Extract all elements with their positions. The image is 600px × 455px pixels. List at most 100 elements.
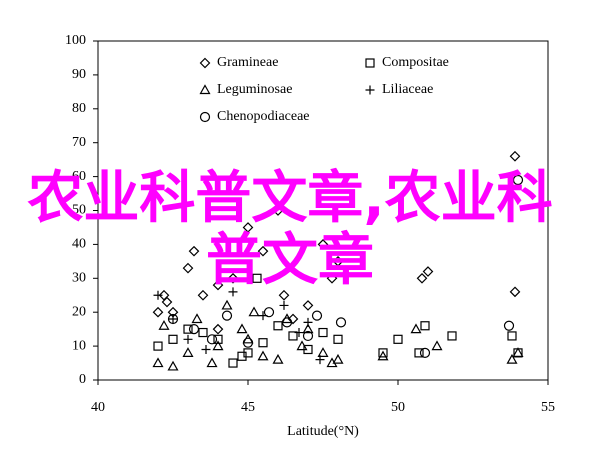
y-tick-label: 50 (72, 203, 86, 218)
marker-square (252, 273, 262, 283)
marker-circle (199, 111, 211, 123)
marker-diamond (278, 289, 290, 301)
marker-triangle (257, 350, 269, 361)
marker-square (273, 321, 283, 331)
marker-square (365, 58, 375, 68)
marker-plus (153, 290, 163, 300)
marker-square (288, 331, 298, 341)
marker-circle (311, 310, 323, 321)
marker-diamond (188, 245, 200, 257)
marker-plus (228, 287, 238, 297)
marker-diamond (152, 306, 164, 318)
marker-triangle (152, 357, 164, 368)
overlay-text: 农业科普文章,农业科普文章 (27, 166, 553, 293)
marker-diamond (416, 272, 428, 284)
marker-square (414, 348, 424, 358)
y-tick-label: 0 (79, 372, 86, 387)
marker-square (258, 338, 268, 348)
marker-triangle (272, 353, 284, 364)
marker-plus (279, 300, 289, 310)
marker-circle (167, 313, 179, 325)
marker-triangle (431, 340, 443, 351)
marker-triangle (506, 353, 518, 364)
marker-square (153, 341, 163, 351)
marker-square (228, 358, 238, 368)
y-tick-label: 60 (72, 169, 86, 184)
legend-label: Chenopodiaceae (217, 109, 310, 124)
marker-circle (206, 334, 218, 345)
marker-triangle (167, 360, 179, 371)
marker-diamond (227, 272, 239, 284)
marker-plus (365, 85, 375, 95)
marker-triangle (248, 306, 260, 317)
y-tick-label: 10 (72, 338, 86, 353)
marker-diamond (161, 296, 173, 308)
marker-circle (263, 307, 275, 318)
marker-diamond (317, 239, 329, 250)
legend-label: Gramineae (217, 55, 278, 70)
marker-square (237, 351, 247, 361)
marker-triangle (212, 340, 224, 351)
y-tick-label: 40 (72, 237, 86, 252)
marker-square (420, 321, 430, 331)
marker-diamond (326, 272, 338, 284)
marker-triangle (410, 323, 422, 334)
marker-square (198, 327, 208, 338)
x-tick-label: 55 (541, 400, 555, 415)
marker-triangle (512, 347, 524, 357)
marker-diamond (302, 300, 314, 311)
x-tick-label: 45 (241, 400, 255, 415)
marker-diamond (422, 266, 434, 277)
marker-triangle (158, 320, 170, 330)
marker-plus (303, 317, 313, 327)
marker-square (243, 348, 253, 358)
x-tick-label: 40 (91, 400, 105, 415)
marker-square (318, 327, 328, 338)
marker-plus (315, 355, 325, 365)
marker-diamond (242, 222, 254, 233)
marker-diamond (509, 150, 521, 162)
marker-diamond (287, 313, 299, 325)
marker-diamond (212, 323, 224, 335)
marker-triangle (199, 84, 211, 95)
y-tick-label: 90 (72, 67, 86, 82)
marker-triangle (332, 353, 344, 364)
marker-triangle (377, 350, 389, 361)
legend-label: Liliaceae (382, 82, 433, 97)
y-tick-label: 100 (65, 33, 86, 48)
marker-circle (281, 317, 293, 328)
marker-triangle (236, 323, 248, 334)
marker-plus (294, 328, 304, 338)
marker-square (378, 348, 388, 358)
marker-circle (503, 320, 515, 331)
x-tick-label: 50 (391, 400, 405, 415)
marker-circle (188, 324, 200, 335)
marker-plus (201, 344, 211, 354)
legend-label: Compositae (382, 55, 449, 70)
marker-triangle (302, 323, 314, 334)
marker-triangle (191, 313, 203, 324)
marker-square (168, 334, 178, 344)
marker-circle (302, 330, 314, 342)
marker-diamond (272, 205, 284, 216)
marker-triangle (317, 347, 329, 357)
y-tick-label: 80 (72, 101, 86, 116)
marker-diamond (197, 289, 209, 301)
y-tick-label: 30 (72, 271, 86, 286)
marker-square (507, 331, 517, 341)
marker-circle (221, 310, 233, 321)
marker-circle (512, 174, 524, 186)
marker-circle (335, 317, 347, 328)
marker-square (183, 324, 193, 334)
marker-triangle (221, 299, 233, 310)
marker-plus (168, 314, 178, 324)
marker-diamond (257, 245, 269, 257)
marker-circle (242, 337, 254, 348)
y-tick-label: 70 (72, 135, 86, 150)
marker-diamond (199, 57, 211, 69)
marker-triangle (206, 357, 218, 368)
marker-plus (183, 334, 193, 344)
legend-label: Leguminosae (217, 82, 292, 97)
